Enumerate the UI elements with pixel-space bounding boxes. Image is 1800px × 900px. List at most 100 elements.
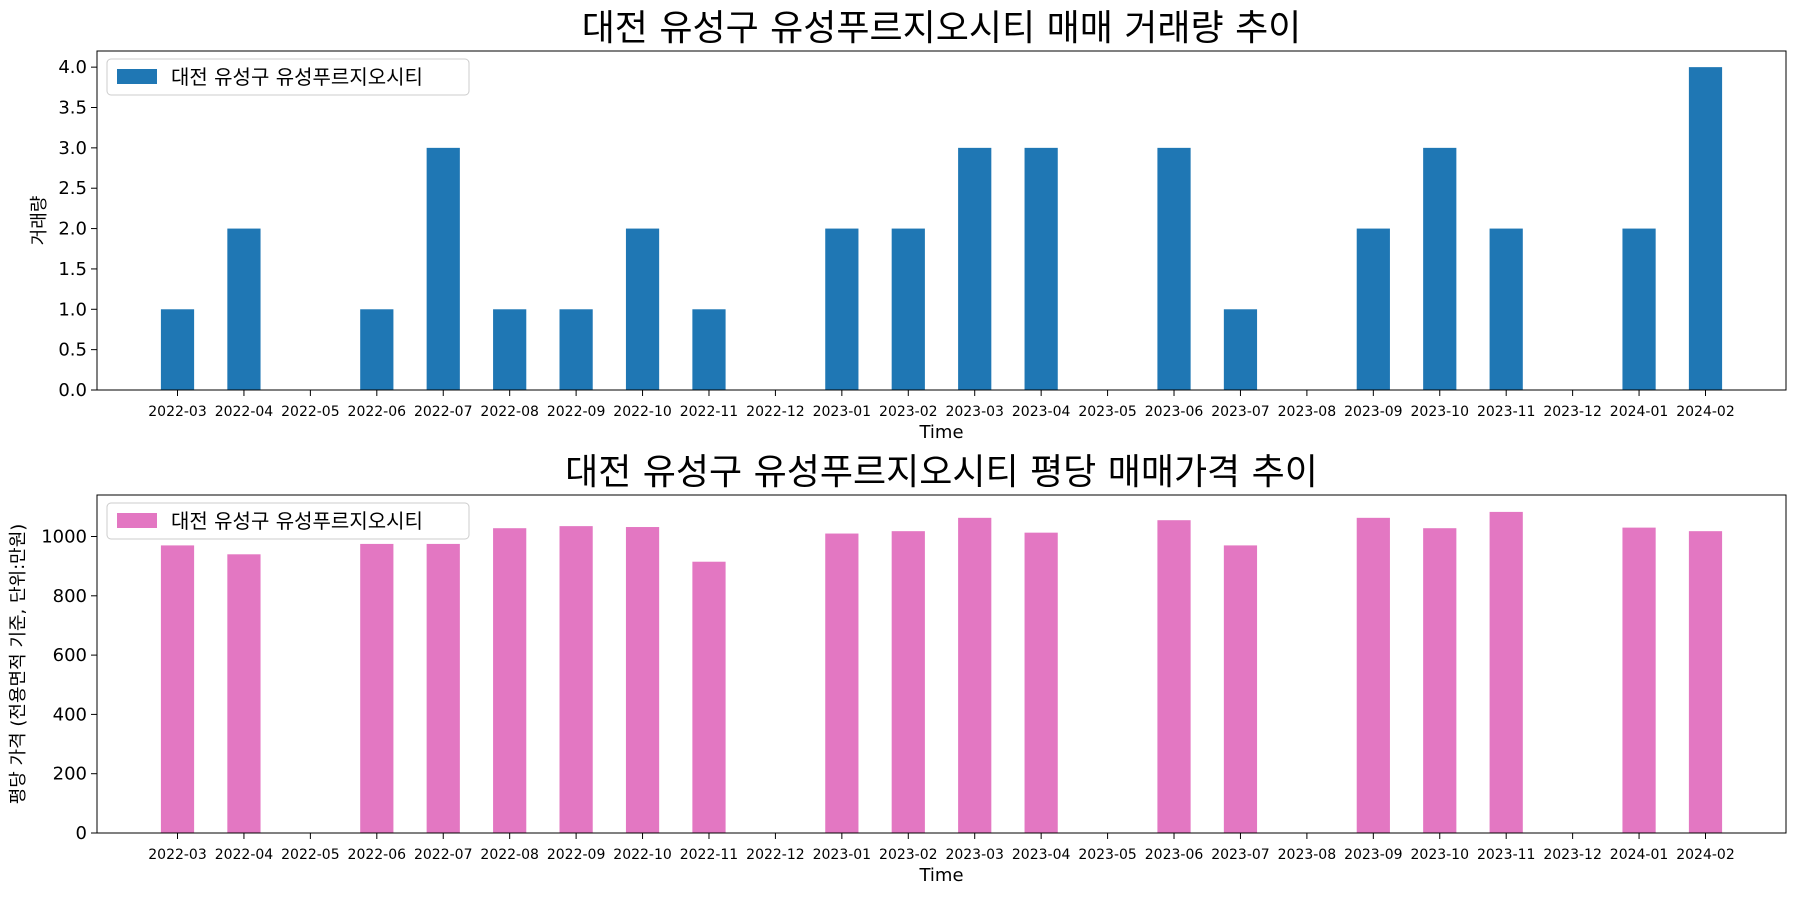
y-tick-label: 400 [53, 704, 87, 725]
x-tick-label: 2023-05 [1078, 404, 1137, 420]
bar-2023-07 [1223, 309, 1258, 390]
bar-2022-04 [227, 554, 261, 833]
x-tick-label: 2023-10 [1411, 404, 1470, 420]
bar-2022-03 [160, 309, 195, 390]
bar-2024-02 [1688, 67, 1723, 391]
x-tick-label: 2023-11 [1477, 404, 1536, 420]
bar-2023-01 [825, 228, 859, 390]
bar-2023-11 [1489, 511, 1523, 833]
bar-2022-07 [426, 147, 460, 390]
x-tick-label: 2023-02 [879, 404, 938, 420]
x-tick-label: 2024-01 [1610, 847, 1669, 863]
y-axis-label: 거래량 [29, 196, 50, 246]
x-tick-label: 2022-12 [746, 404, 805, 420]
charts-container: 대전 유성구 유성푸르지오시티 매매 거래량 추이 0.0 0.5 1.0 1.5 2.0… [8, 8, 1787, 886]
bar-2023-02 [891, 228, 925, 390]
x-tick-label: 2022-06 [348, 404, 407, 420]
bar-2023-04 [1024, 147, 1058, 390]
y-tick-label: 800 [53, 586, 87, 607]
bar-2023-03 [958, 517, 992, 833]
x-tick-label: 2023-08 [1278, 404, 1337, 420]
y-tick-label: 2.0 [58, 219, 87, 240]
x-tick-label: 2022-09 [547, 404, 606, 420]
x-tick-label: 2023-04 [1012, 404, 1071, 420]
x-tick-label: 2023-07 [1211, 847, 1270, 863]
bar-2022-07 [426, 543, 460, 833]
bar-2023-10 [1423, 147, 1457, 390]
y-tick-label: 1000 [41, 527, 87, 548]
legend-box [106, 58, 470, 96]
x-tick-label: 2022-12 [746, 847, 805, 863]
x-tick-label: 2022-06 [348, 847, 407, 863]
bar-2022-04 [227, 228, 261, 390]
bar-2022-11 [692, 309, 726, 390]
x-tick-label: 2022-07 [414, 847, 473, 863]
legend: 대전 유성구 유성푸르지오시티 [106, 502, 470, 540]
y-tick-label: 0.0 [58, 380, 87, 401]
y-tick-label: 600 [53, 645, 87, 666]
bar-2022-06 [360, 543, 394, 833]
x-tick-label: 2023-06 [1145, 847, 1204, 863]
bar-2023-06 [1157, 147, 1191, 390]
x-tick-label: 2023-09 [1344, 847, 1403, 863]
x-tick-label: 2023-11 [1477, 847, 1536, 863]
x-tick-label: 2023-04 [1012, 847, 1071, 863]
x-tick-label: 2024-02 [1676, 404, 1735, 420]
x-tick-label: 2023-12 [1543, 847, 1602, 863]
x-tick-label: 2023-12 [1543, 404, 1602, 420]
x-tick-label: 2022-11 [680, 847, 739, 863]
bar-2022-03 [160, 545, 195, 833]
bar-2024-01 [1622, 228, 1656, 390]
y-tick-label: 2.5 [58, 178, 87, 199]
bar-2023-09 [1356, 228, 1390, 390]
bar-2023-01 [825, 533, 859, 833]
chart-0: 대전 유성구 유성푸르지오시티 매매 거래량 추이 0.0 0.5 1.0 1.5 2.0… [29, 8, 1787, 443]
bar-2023-03 [958, 147, 992, 390]
x-tick-label: 2022-03 [148, 847, 207, 863]
plot-frame [96, 50, 1787, 391]
x-tick-label: 2022-05 [281, 404, 340, 420]
bar-2022-08 [493, 309, 527, 390]
x-tick-label: 2023-10 [1411, 847, 1470, 863]
bar-2022-08 [493, 528, 527, 833]
chart-title: 대전 유성구 유성푸르지오시티 평당 매매가격 추이 [565, 452, 1318, 493]
bar-2022-06 [360, 309, 394, 390]
bar-2023-04 [1024, 532, 1058, 833]
legend: 대전 유성구 유성푸르지오시티 [106, 58, 470, 96]
y-tick-label: 3.0 [58, 138, 87, 159]
bar-2022-10 [625, 527, 660, 833]
bar-2022-09 [559, 526, 593, 833]
legend-box [106, 502, 470, 540]
y-tick-label: 3.5 [58, 98, 87, 119]
legend-label: 대전 유성구 유성푸르지오시티 [171, 509, 423, 533]
chart-title: 대전 유성구 유성푸르지오시티 매매 거래량 추이 [582, 8, 1302, 49]
bar-2023-06 [1157, 520, 1191, 833]
y-tick-label: 1.0 [58, 299, 87, 320]
x-tick-label: 2023-03 [945, 404, 1004, 420]
x-tick-label: 2023-07 [1211, 404, 1270, 420]
x-tick-label: 2023-03 [945, 847, 1004, 863]
x-tick-label: 2022-04 [215, 404, 274, 420]
x-tick-label: 2023-01 [813, 404, 872, 420]
x-tick-label: 2023-08 [1278, 847, 1337, 863]
bar-2023-10 [1423, 528, 1457, 833]
y-tick-label: 4.0 [58, 57, 87, 78]
y-tick-label: 0 [76, 823, 87, 844]
x-tick-label: 2023-09 [1344, 404, 1403, 420]
x-tick-label: 2022-05 [281, 847, 340, 863]
y-tick-label: 1.5 [58, 259, 87, 280]
y-tick-label: 200 [53, 764, 87, 785]
x-tick-label: 2022-11 [680, 404, 739, 420]
bar-2023-11 [1489, 228, 1523, 390]
bar-2024-02 [1688, 531, 1723, 833]
x-tick-label: 2022-08 [480, 404, 539, 420]
bar-2022-09 [559, 309, 593, 390]
legend-swatch [117, 513, 157, 528]
x-tick-label: 2024-02 [1676, 847, 1735, 863]
legend-label: 대전 유성구 유성푸르지오시티 [171, 65, 423, 89]
x-tick-label: 2023-02 [879, 847, 938, 863]
bar-2024-01 [1622, 527, 1656, 833]
bar-2023-02 [891, 531, 925, 833]
bar-2023-09 [1356, 517, 1390, 833]
